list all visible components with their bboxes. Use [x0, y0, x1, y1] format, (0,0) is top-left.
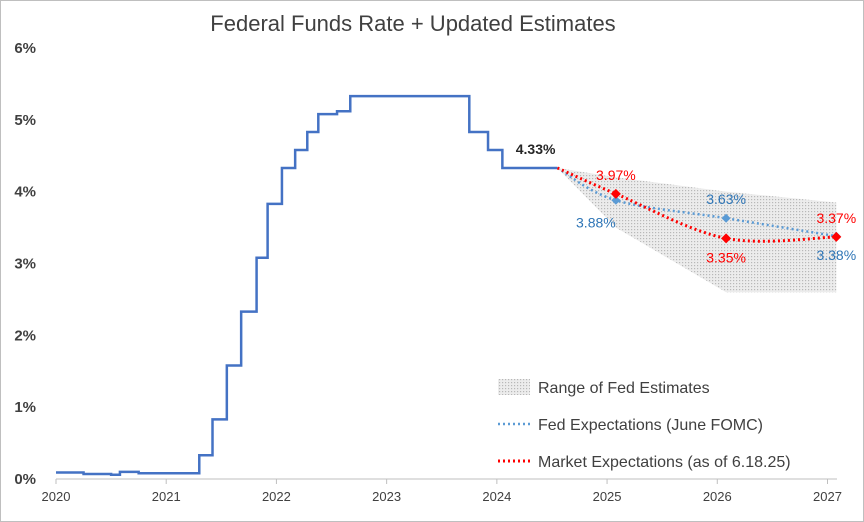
legend: Range of Fed Estimates Fed Expectations …: [498, 379, 791, 471]
market-expectation-point: [831, 231, 842, 242]
legend-label-range: Range of Fed Estimates: [538, 380, 710, 397]
data-label: 3.63%: [706, 191, 746, 207]
fed-funds-rate-line: [56, 94, 558, 476]
data-label: 3.38%: [816, 247, 856, 263]
series-lines-group: [56, 94, 842, 476]
axes-group: 0% 1% 2% 3% 4% 5% 6% 2020 2021 2022 2023 2024 2025 20…: [14, 40, 842, 504]
data-label: 3.88%: [576, 214, 616, 230]
data-label: 3.97%: [596, 167, 636, 183]
y-tick-label: 6%: [14, 40, 36, 57]
y-tick-label: 1%: [14, 399, 36, 416]
y-tick-label: 5%: [14, 112, 36, 129]
chart-title: Federal Funds Rate + Updated Estimates: [210, 11, 615, 36]
x-tick-label: 2026: [703, 489, 732, 504]
fed-expectations-line: [556, 166, 837, 238]
market-expectations-line: [556, 166, 837, 243]
y-tick-label: 0%: [14, 471, 36, 488]
data-label: 3.37%: [816, 210, 856, 226]
x-tick-label: 2024: [482, 489, 511, 504]
x-tick-label: 2023: [372, 489, 401, 504]
data-label: 4.33%: [516, 141, 556, 157]
legend-label-fed: Fed Expectations (June FOMC): [538, 417, 763, 434]
data-labels-group: 4.33% 3.97% 3.88% 3.63% 3.35% 3.37% 3.38%: [516, 141, 856, 265]
x-tick-label: 2025: [593, 489, 622, 504]
market-expectation-point: [610, 188, 621, 199]
y-tick-label: 4%: [14, 184, 36, 201]
legend-label-market: Market Expectations (as of 6.18.25): [538, 454, 791, 471]
y-tick-label: 2%: [14, 327, 36, 344]
fed-expectation-point: [611, 195, 621, 205]
x-tick-label: 2021: [152, 489, 181, 504]
fed-expectation-point: [721, 213, 731, 223]
x-tick-label: 2022: [262, 489, 291, 504]
market-expectation-point: [721, 233, 732, 244]
legend-swatch-range: [498, 379, 530, 395]
data-label: 3.35%: [706, 249, 746, 265]
y-tick-label: 3%: [14, 256, 36, 273]
x-tick-label: 2027: [813, 489, 842, 504]
x-tick-label: 2020: [42, 489, 71, 504]
